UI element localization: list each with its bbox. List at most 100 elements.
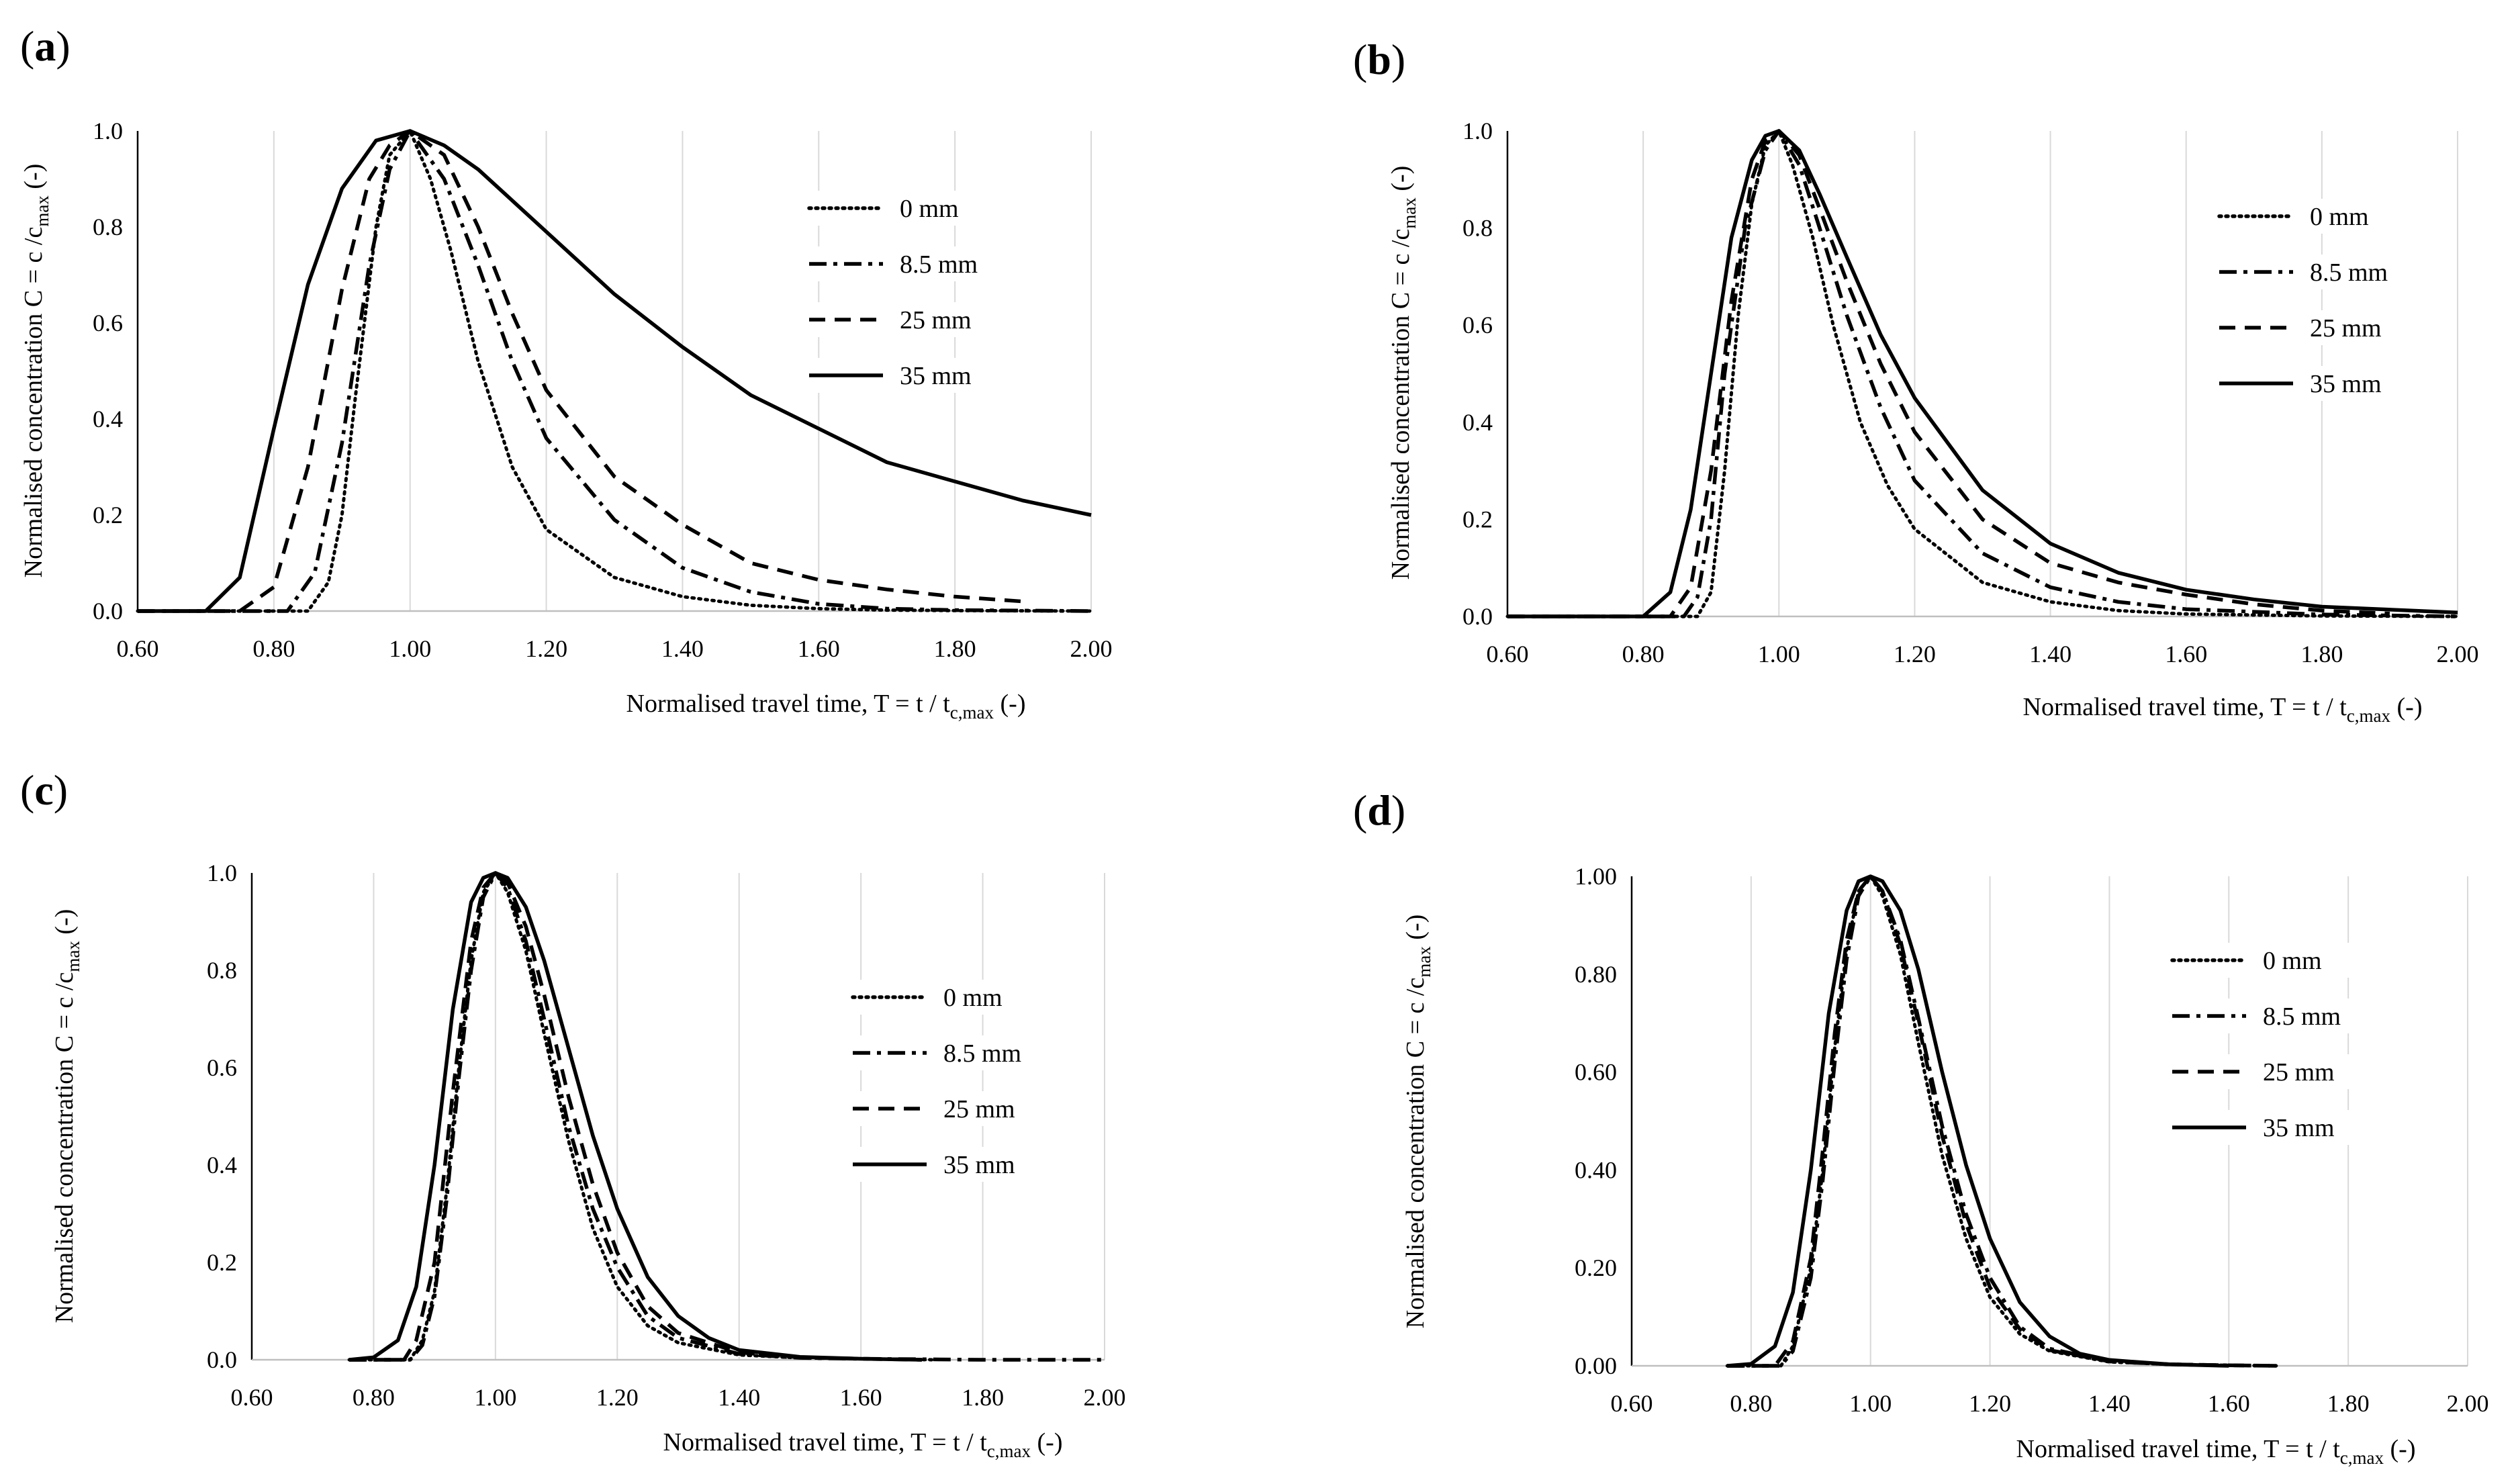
series-line-35-mm <box>348 871 922 1362</box>
series-line-0-mm <box>347 871 936 1362</box>
y-tick-label: 0.2 <box>207 1249 237 1276</box>
legend: 0 mm 8.5 mm 25 mm 35 mm <box>847 980 1069 1182</box>
series-line-35-mm <box>1727 874 2229 1368</box>
legend-label: 8.5 mm <box>2310 259 2388 287</box>
panel-letter: (b) <box>1353 36 1405 83</box>
y-tick-label: 0.0 <box>207 1346 237 1373</box>
x-tick-label: 2.00 <box>2447 1390 2489 1417</box>
x-tick-label: 1.60 <box>2165 641 2207 667</box>
y-tick-label: 0.00 <box>1575 1352 1617 1379</box>
x-tick-label: 0.60 <box>1487 641 1529 667</box>
x-tick-label: 1.80 <box>934 635 976 662</box>
legend-bg <box>847 1035 1069 1070</box>
y-tick-label: 0.2 <box>1462 506 1493 532</box>
y-tick-label: 0.4 <box>93 406 123 432</box>
x-tick-label: 1.00 <box>389 635 431 662</box>
legend-label: 0 mm <box>943 984 1003 1012</box>
x-tick-label: 1.00 <box>474 1384 516 1411</box>
x-tick-label: 1.40 <box>661 635 704 662</box>
x-tick-label: 0.80 <box>1622 641 1665 667</box>
legend-label: 8.5 mm <box>2263 1003 2341 1031</box>
y-tick-label: 0.6 <box>93 310 123 336</box>
legend-bg <box>2167 999 2388 1033</box>
y-tick-label: 0.40 <box>1575 1156 1617 1183</box>
series-line-0-mm <box>1505 129 2460 618</box>
x-tick-label: 1.20 <box>1969 1390 2011 1417</box>
legend-bg <box>847 980 1069 1015</box>
y-tick-label: 1.0 <box>93 118 123 144</box>
x-tick-label: 1.20 <box>525 635 567 662</box>
legend-bg <box>2214 199 2435 234</box>
x-tick-label: 1.40 <box>2029 641 2071 667</box>
series-line-25-mm <box>138 129 1023 613</box>
x-axis-label: Normalised travel time, T = t / tc,max (… <box>626 690 1026 723</box>
x-axis-label: Normalised travel time, T = t / tc,max (… <box>663 1428 1063 1461</box>
x-tick-label: 0.60 <box>231 1384 273 1411</box>
y-tick-label: 0.0 <box>1462 603 1493 630</box>
series-line-35-mm <box>1507 129 2458 618</box>
legend-label: 25 mm <box>2263 1058 2335 1086</box>
x-tick-label: 1.40 <box>718 1384 760 1411</box>
legend-label: 0 mm <box>900 195 959 223</box>
y-axis-label: Normalised concentration C = c /cmax (-) <box>1401 915 1434 1329</box>
x-axis-label: Normalised travel time, T = t / tc,max (… <box>2023 693 2423 726</box>
legend-label: 35 mm <box>900 362 972 390</box>
legend-bg <box>2167 943 2388 978</box>
x-tick-label: 2.00 <box>1084 1384 1126 1411</box>
legend-bg <box>804 246 1025 281</box>
x-tick-label: 0.80 <box>252 635 295 662</box>
y-tick-label: 0.6 <box>1462 312 1493 338</box>
series-line-8-5-mm <box>1727 874 2277 1368</box>
y-axis-label: Normalised concentration C = c /cmax (-) <box>50 909 83 1324</box>
x-tick-label: 1.60 <box>840 1384 882 1411</box>
y-tick-label: 0.20 <box>1575 1254 1617 1281</box>
y-tick-label: 0.8 <box>93 214 123 240</box>
x-tick-label: 0.80 <box>353 1384 395 1411</box>
y-tick-label: 1.00 <box>1575 863 1617 890</box>
series-line-0-mm <box>136 129 1093 613</box>
y-tick-label: 0.0 <box>93 598 123 624</box>
x-tick-label: 0.60 <box>1611 1390 1653 1417</box>
x-tick-label: 1.00 <box>1849 1390 1892 1417</box>
legend-label: 35 mm <box>2263 1114 2335 1142</box>
panel-letter: (d) <box>1353 786 1405 834</box>
legend-bg <box>804 191 1025 226</box>
panel-letter: (a) <box>20 22 71 70</box>
panel-letter: (c) <box>20 766 68 814</box>
y-axis-label: Normalised concentration C = c /cmax (-) <box>19 164 52 578</box>
series-line-25-mm <box>349 871 922 1362</box>
legend: 0 mm 8.5 mm 25 mm 35 mm <box>804 191 1025 393</box>
x-tick-label: 1.80 <box>2327 1390 2370 1417</box>
panel-c: (c) 0.60 0.80 1.00 1.20 1.40 1.60 1.80 2.00 0.0 0.… <box>20 766 1126 1461</box>
series-line-25-mm <box>1507 129 2390 618</box>
legend-label: 0 mm <box>2263 947 2322 975</box>
y-tick-label: 0.80 <box>1575 961 1617 988</box>
y-tick-label: 0.6 <box>207 1054 237 1081</box>
series-line-35-mm <box>138 129 1092 613</box>
x-tick-label: 1.60 <box>798 635 840 662</box>
x-tick-label: 2.00 <box>1070 635 1113 662</box>
legend-label: 8.5 mm <box>900 250 978 279</box>
x-tick-label: 1.20 <box>596 1384 639 1411</box>
x-tick-label: 0.60 <box>117 635 159 662</box>
x-tick-label: 0.80 <box>1730 1390 1772 1417</box>
legend-label: 35 mm <box>943 1151 1015 1179</box>
legend: 0 mm 8.5 mm 25 mm 35 mm <box>2167 943 2388 1145</box>
y-tick-label: 0.2 <box>93 502 123 528</box>
y-tick-label: 0.60 <box>1575 1059 1617 1086</box>
y-tick-label: 0.8 <box>207 957 237 984</box>
y-tick-label: 0.8 <box>1462 215 1493 242</box>
series-line-8-5-mm <box>138 129 1092 613</box>
legend-label: 25 mm <box>2310 314 2382 342</box>
y-tick-label: 1.0 <box>1462 118 1493 144</box>
y-axis-label: Normalised concentration C = c /cmax (-) <box>1387 166 1419 580</box>
x-tick-label: 2.00 <box>2437 641 2479 667</box>
x-tick-label: 1.40 <box>2088 1390 2131 1417</box>
legend-label: 35 mm <box>2310 370 2382 398</box>
x-axis-label: Normalised travel time, T = t / tc,max (… <box>2016 1435 2416 1468</box>
legend: 0 mm 8.5 mm 25 mm 35 mm <box>2214 199 2435 401</box>
legend-label: 8.5 mm <box>943 1039 1021 1068</box>
panel-d: (d) 0.60 0.80 1.00 1.20 1.40 1.60 1.80 2.00 0.00 0… <box>1353 786 2489 1468</box>
legend-label: 0 mm <box>2310 203 2369 231</box>
